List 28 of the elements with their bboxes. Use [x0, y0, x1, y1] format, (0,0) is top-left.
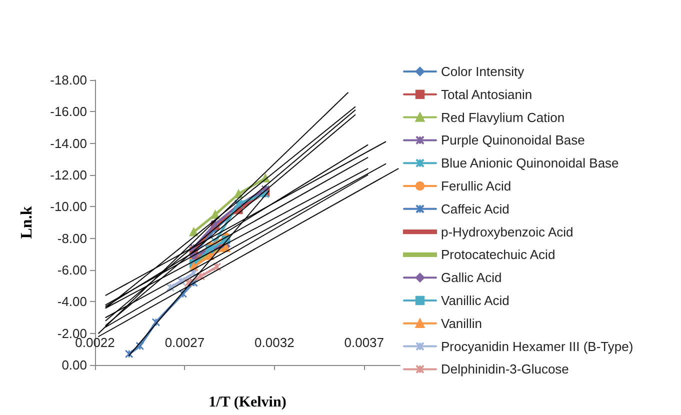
- legend-label: Caffeic Acid: [441, 201, 510, 216]
- legend-label: Blue Anionic Quinonoidal Base: [441, 156, 619, 171]
- legend-label: Ferullic Acid: [441, 178, 512, 194]
- legend-label: Vanillic Acid: [441, 293, 510, 308]
- y-tick-label: -14.00: [50, 136, 87, 151]
- legend-label: Total Antosianin: [441, 86, 532, 102]
- y-tick-label: -6.00: [57, 262, 87, 278]
- legend-label: Vanillin: [441, 316, 482, 331]
- x-axis-title: 1/T (Kelvin): [208, 394, 286, 410]
- legend-label: Purple Quinonoidal Base: [441, 132, 585, 148]
- y-tick-label: 0.00: [62, 358, 87, 372]
- y-tick-label: -18.00: [50, 72, 87, 88]
- legend-label: Gallic Acid: [441, 270, 502, 286]
- legend-label: p-Hydroxybenzoic Acid: [441, 224, 574, 240]
- legend-label: Red Flavylium Cation: [441, 110, 565, 125]
- legend-label: Procyanidin Hexamer III (B-Type): [441, 338, 634, 354]
- y-tick-label: -10.00: [50, 199, 87, 214]
- legend-label: Protocatechuic Acid: [441, 247, 556, 262]
- x-tick-label: 0.0032: [254, 335, 294, 350]
- y-tick-label: -12.00: [50, 168, 87, 182]
- y-tick-label: -4.00: [57, 294, 87, 310]
- x-tick-label: 0.0037: [344, 335, 384, 350]
- y-tick-label: -8.00: [57, 230, 87, 246]
- y-tick-label: -16.00: [50, 104, 87, 120]
- legend-label: Color Intensity: [441, 64, 525, 79]
- x-tick-label: 0.0027: [164, 335, 205, 350]
- legend-label: Delphinidin-3-Glucose: [441, 362, 569, 377]
- y-axis-title: Ln.k: [18, 206, 36, 239]
